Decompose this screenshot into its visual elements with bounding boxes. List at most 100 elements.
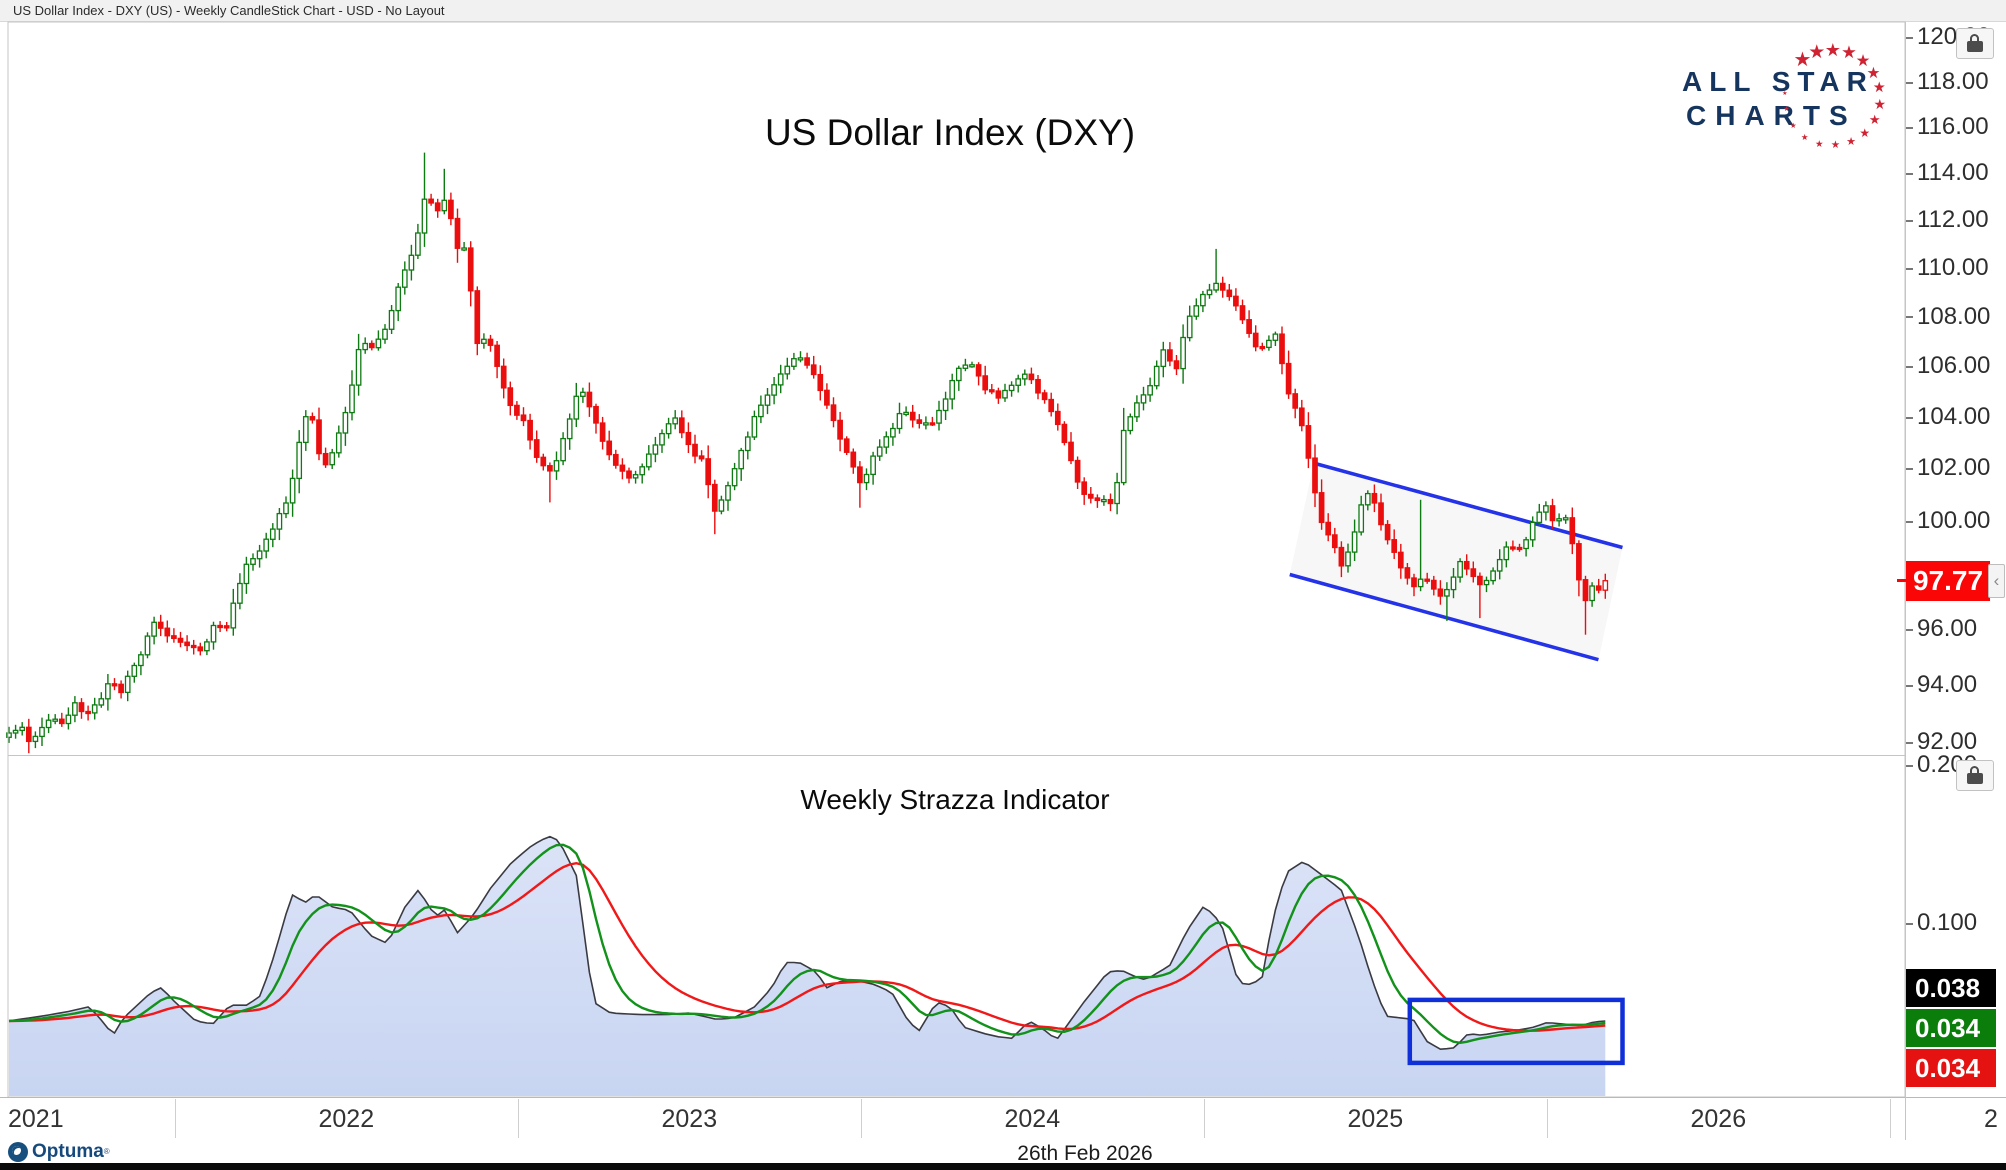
candle-body (197, 646, 204, 652)
candle-body (375, 338, 382, 349)
candle-body (461, 247, 467, 251)
axis-tick (1906, 220, 1913, 222)
candle-body (1516, 546, 1523, 551)
axis-tick (1906, 684, 1913, 687)
star-icon: ★ (1782, 90, 1788, 97)
year-label-2026: 2026 (1690, 1105, 1747, 1133)
candle-body (1325, 521, 1332, 536)
candle-body (1094, 497, 1101, 502)
year-separator (175, 1099, 176, 1138)
price-axis-label: 96.00 (1906, 615, 1977, 643)
candle-body (520, 414, 527, 422)
candle-body (1411, 577, 1417, 588)
candle-body (1252, 332, 1259, 348)
candle-body (25, 726, 32, 743)
candle-body (612, 453, 619, 466)
year-separator (518, 1099, 519, 1138)
star-icon: ★ (1846, 135, 1857, 148)
candle-body (408, 254, 415, 271)
candle-body (1233, 295, 1239, 307)
candle-body (171, 635, 177, 640)
candle-body (382, 328, 388, 340)
candle-body (1015, 378, 1022, 386)
lock-body (1967, 773, 1983, 784)
candle-body (269, 528, 276, 540)
candle-body (527, 419, 533, 441)
candle-body (665, 423, 672, 435)
candle-body (1490, 570, 1496, 582)
candle-body (1173, 360, 1180, 370)
candle-body (883, 436, 890, 448)
candle-body (725, 485, 731, 501)
axis-tick (1906, 81, 1913, 84)
axis-tick (1906, 366, 1913, 369)
candle-body (791, 358, 797, 367)
candle-body (1384, 523, 1391, 541)
axis-tick (1906, 468, 1913, 471)
axis-collapse-chevron-icon[interactable]: ‹ (1988, 563, 2005, 598)
candle-body (890, 427, 896, 438)
candle-body (1259, 345, 1266, 350)
candle-body (857, 466, 863, 484)
candle-body (1312, 457, 1318, 494)
candle-body (1529, 521, 1536, 541)
price-axis-label: 92.00 (1906, 728, 1977, 756)
candle-body (1463, 560, 1470, 570)
candle-body (843, 438, 850, 453)
channel-lower-line[interactable] (1289, 572, 1599, 662)
candle-body (764, 394, 771, 406)
candle-body (1576, 543, 1582, 581)
candle-body (441, 199, 448, 212)
star-icon: ★ (1873, 96, 1886, 113)
candle-body (415, 232, 421, 256)
candle-body (1041, 392, 1048, 401)
candle-body (1266, 339, 1272, 349)
candle-body (645, 453, 652, 468)
candle-body (1371, 492, 1378, 504)
star-icon: ★ (1824, 38, 1842, 60)
candle-body (481, 338, 487, 344)
candle-body (797, 357, 804, 361)
candle-body (401, 269, 408, 288)
candle-body (678, 417, 685, 434)
price-axis-label: 116.00 (1906, 113, 1989, 141)
candle-body (876, 446, 883, 457)
optuma-logo-icon (8, 1141, 28, 1162)
candle-body (698, 455, 705, 460)
candle-body (1087, 493, 1094, 499)
candle-body (72, 702, 78, 716)
candle-body (1061, 423, 1068, 444)
candle-body (1602, 580, 1609, 591)
star-icon: ★ (1866, 64, 1881, 82)
optuma-trademark: ® (103, 1147, 110, 1156)
candle-body (91, 704, 98, 714)
price-axis-lock-icon[interactable] (1956, 28, 1994, 59)
candle-body (1021, 373, 1028, 380)
candle-body (1338, 546, 1345, 567)
star-icon: ★ (1872, 80, 1886, 97)
axis-tick (1906, 764, 1913, 767)
candle-body (500, 365, 507, 389)
indicator-rectangle-annotation[interactable] (1407, 997, 1625, 1066)
candle-body (204, 641, 210, 652)
candle-body (1589, 585, 1595, 602)
candle-body (342, 411, 349, 434)
candle-body (1213, 282, 1219, 291)
candle-body (837, 419, 843, 440)
date-stamp: 26th Feb 2026 (1017, 1142, 1153, 1165)
candle-body (78, 702, 85, 713)
time-axis[interactable]: 2021 2022 2023 2024 2025 2026 2 (0, 1097, 2006, 1140)
year-separator (1204, 1099, 1205, 1138)
candle-body (434, 202, 441, 212)
indicator-axis-lock-icon[interactable] (1956, 760, 1994, 791)
candle-body (593, 405, 599, 424)
candle-body (1226, 289, 1233, 298)
candle-body (32, 735, 39, 743)
candle-body (1035, 378, 1041, 394)
candle-body (652, 444, 659, 455)
candle-body (1147, 385, 1153, 396)
candle-body (1200, 293, 1206, 307)
candle-body (1219, 282, 1226, 291)
